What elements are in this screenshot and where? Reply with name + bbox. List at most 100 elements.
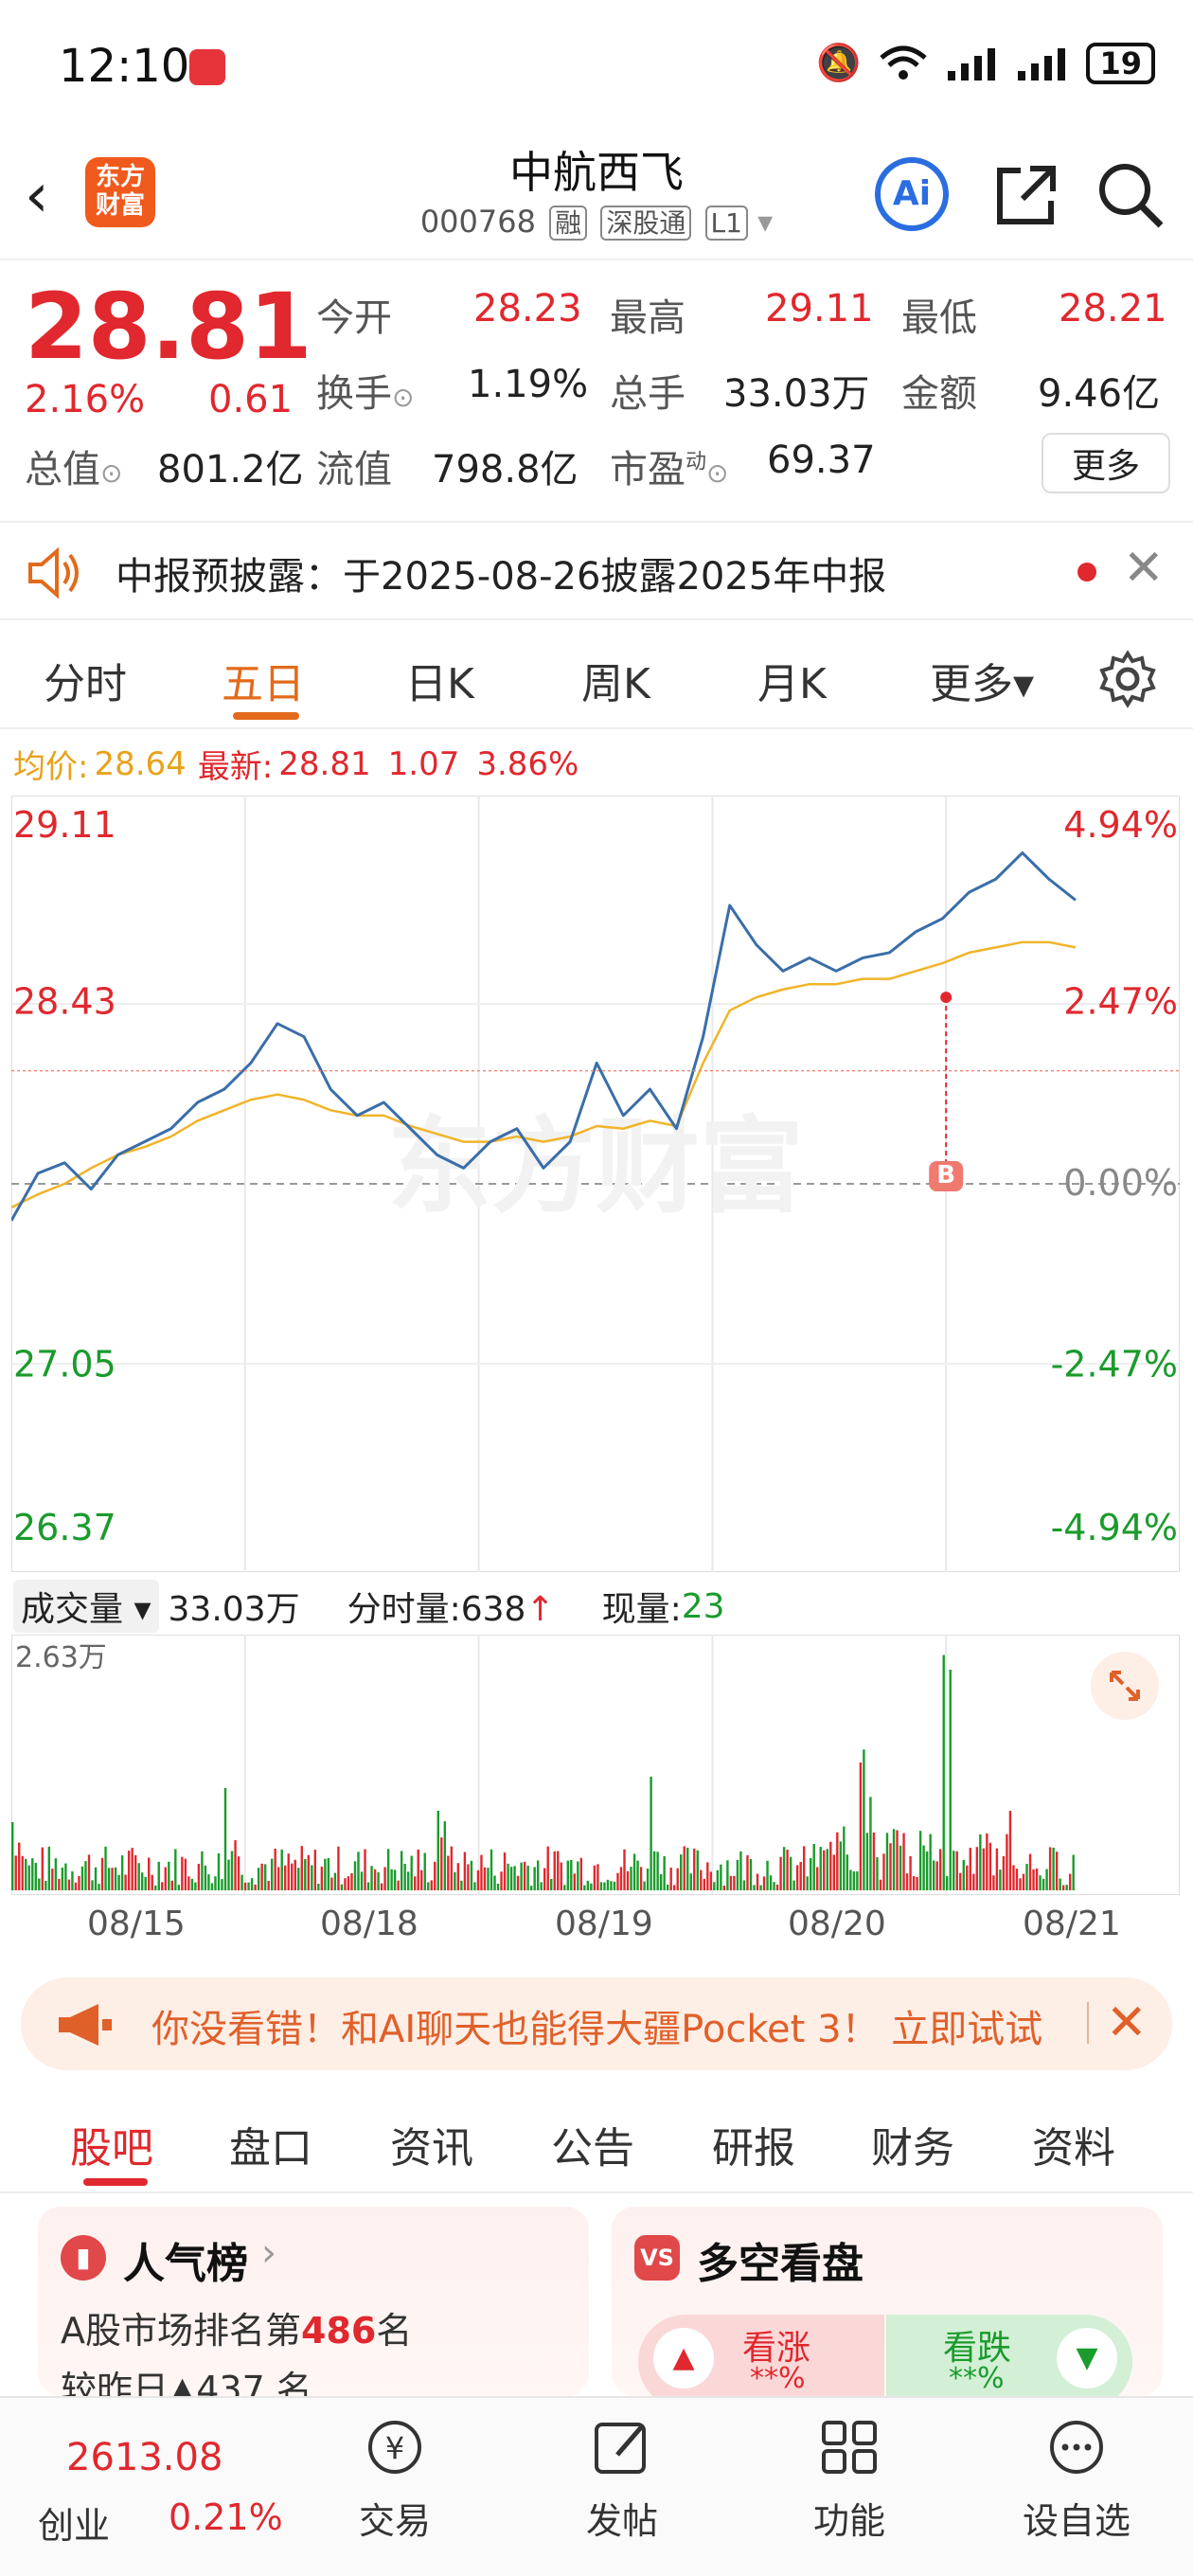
volume-bar	[659, 1873, 663, 1890]
volume-bar	[746, 1854, 749, 1890]
price-line	[11, 851, 1077, 1222]
volume-bar	[606, 1879, 610, 1890]
volume-bar	[650, 1777, 652, 1890]
volume-bar	[483, 1867, 487, 1890]
volume-selector[interactable]: 成交量 ▾	[13, 1580, 159, 1633]
tab-weekly-k[interactable]: 周K	[581, 660, 650, 708]
tab-research[interactable]: 研报	[712, 2124, 795, 2173]
bull-button[interactable]: ▲ 看涨 **%	[638, 2315, 884, 2396]
volume-bar	[546, 1846, 549, 1890]
caret-down-icon[interactable]: ▾	[757, 204, 774, 240]
volume-bar	[775, 1884, 779, 1890]
now-volume-value: 23	[681, 1586, 725, 1626]
volume-bar	[350, 1873, 353, 1890]
settings-gear-icon[interactable]	[1098, 650, 1157, 708]
ad-banner[interactable]: 你没看错！和AI聊天也能得大疆Pocket 3！ 立即试试 ✕	[21, 1977, 1172, 2070]
volume-bar	[64, 1863, 67, 1890]
last-change: 1.07	[387, 744, 460, 783]
volume-bar	[168, 1861, 170, 1890]
tab-five-day[interactable]: 五日	[222, 660, 305, 708]
tab-guba[interactable]: 股吧	[70, 2124, 153, 2173]
volume-bar	[885, 1833, 889, 1890]
volume-bar	[749, 1858, 753, 1890]
nav-trade[interactable]: ¥ 交易	[314, 2417, 475, 2544]
volume-bar	[140, 1872, 144, 1890]
volume-bar	[87, 1854, 91, 1890]
bear-button[interactable]: 看跌 **% ▼	[886, 2315, 1132, 2396]
volume-bar	[197, 1863, 201, 1890]
nav-functions[interactable]: 功能	[769, 2417, 930, 2544]
volume-bar	[716, 1869, 720, 1890]
volume-bar	[25, 1858, 27, 1890]
tab-announcements[interactable]: 公告	[551, 2124, 634, 2173]
volume-bar	[656, 1852, 659, 1890]
arrow-up-icon: ▲	[653, 2328, 714, 2388]
expand-button[interactable]	[1091, 1652, 1159, 1720]
back-button[interactable]: ‹	[25, 161, 49, 231]
close-icon[interactable]: ✕	[1106, 1995, 1148, 2051]
divider	[1087, 2002, 1089, 2044]
volume-label: 总手	[610, 372, 686, 416]
volume-bar	[304, 1859, 307, 1890]
volume-bar	[1039, 1875, 1042, 1890]
bull-bear-card[interactable]: VS 多空看盘 ▲ 看涨 **% 看跌 **% ▼	[612, 2207, 1163, 2396]
search-icon[interactable]	[1096, 161, 1165, 229]
volume-bar	[533, 1867, 536, 1890]
tab-profile[interactable]: 资料	[1032, 2124, 1115, 2173]
tab-pankou[interactable]: 盘口	[229, 2124, 312, 2173]
volume-bar	[111, 1868, 114, 1890]
more-icon	[1050, 2421, 1103, 2474]
tab-daily-k[interactable]: 日K	[405, 660, 474, 708]
info-icon: ⊙	[100, 457, 123, 489]
volume-bar	[623, 1849, 626, 1890]
volume-bar	[573, 1873, 577, 1890]
price-chart[interactable]: 东方财富 B 29.11 28.43 27.05 26.37 4.94% 2.47% 0.00%…	[11, 796, 1180, 1572]
bull-value: **%	[750, 2362, 806, 2395]
last-value: 28.81	[278, 744, 371, 783]
volume-bar	[1042, 1878, 1045, 1890]
date-axis: 08/15 08/18 08/19 08/20 08/21	[11, 1899, 1180, 1956]
volume-bar	[979, 1834, 982, 1890]
grid-icon	[822, 2421, 877, 2474]
volume-bar	[500, 1871, 503, 1890]
volume-bar	[686, 1848, 689, 1890]
volume-bar	[221, 1879, 223, 1890]
volume-bar	[397, 1880, 400, 1890]
tag-connect: 深股通	[600, 206, 692, 241]
volume-bar	[703, 1878, 705, 1890]
index-ticker[interactable]: 2613.08 创业 0.21%	[28, 2417, 312, 2559]
volume-bar	[204, 1865, 207, 1890]
tab-monthly-k[interactable]: 月K	[757, 660, 827, 708]
volume-bar	[104, 1846, 107, 1890]
volume-bar	[317, 1883, 320, 1890]
volume-bar	[393, 1869, 397, 1890]
volume-bar	[935, 1861, 938, 1890]
volume-bar	[377, 1871, 380, 1890]
volume-bar	[294, 1859, 296, 1890]
tab-finance[interactable]: 财务	[871, 2124, 954, 2173]
volume-bar	[603, 1882, 606, 1890]
volume-bar	[383, 1867, 386, 1890]
volume-bar	[889, 1843, 892, 1890]
volume-bar	[364, 1849, 366, 1890]
ai-assistant-button[interactable]: Ai	[875, 157, 949, 231]
tab-more[interactable]: 更多▾	[930, 660, 1035, 708]
volume-bar	[207, 1874, 210, 1890]
close-icon[interactable]: ✕	[1123, 540, 1165, 597]
volume-bar	[969, 1848, 971, 1890]
nav-add-watchlist[interactable]: 设自选	[996, 2417, 1157, 2544]
volume-bar	[257, 1868, 260, 1890]
volume-bar	[553, 1851, 556, 1890]
notice-bar[interactable]: 中报预披露：于2025-08-26披露2025年中报 ✕	[0, 521, 1193, 620]
volume-bar	[114, 1867, 117, 1890]
tab-intraday[interactable]: 分时	[44, 660, 127, 708]
more-button[interactable]: 更多	[1042, 433, 1171, 493]
nav-post[interactable]: 发帖	[542, 2417, 703, 2544]
volume-chart[interactable]: 2.63万	[11, 1635, 1180, 1895]
period-tabs: 分时 五日 日K 周K 月K 更多▾	[0, 625, 1193, 729]
popularity-card[interactable]: ▮ 人气榜 › A股市场排名第486名 较昨日▲437 名	[38, 2207, 589, 2396]
volume-bar	[509, 1867, 513, 1890]
tab-news[interactable]: 资讯	[390, 2124, 473, 2173]
app-logo[interactable]: 东方 财富	[85, 157, 155, 227]
share-icon[interactable]	[992, 161, 1060, 229]
